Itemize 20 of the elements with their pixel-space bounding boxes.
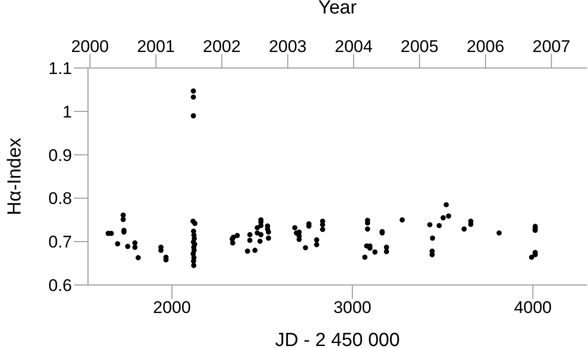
x2-tick-label: 2005	[400, 37, 438, 56]
y-tick-label: 0.7	[48, 232, 72, 252]
y-tick-label: 1	[62, 102, 72, 122]
x2-tick-label: 2002	[202, 37, 241, 56]
y-axis-title: Hα-Index	[4, 137, 26, 216]
x2-tick-label: 2003	[268, 37, 307, 56]
x2-axis-title: Year	[318, 0, 358, 18]
x-tick-label: 4000	[514, 298, 552, 318]
y-tick-label: 0.6	[48, 276, 72, 296]
x-tick-label: 3000	[333, 298, 372, 318]
y-tick-label: 0.8	[48, 189, 72, 208]
x-tick-label: 2000	[153, 298, 191, 318]
x2-tick-label: 2004	[334, 37, 373, 56]
y-tick-label: 1.1	[48, 59, 72, 78]
x2-tick-label: 2007	[532, 37, 570, 56]
y-tick-label: 0.9	[48, 146, 72, 165]
x2-tick-label: 2001	[136, 37, 175, 56]
x2-tick-label: 2000	[71, 37, 109, 56]
x-axis-title: JD - 2 450 000	[275, 330, 400, 348]
x2-tick-label: 2006	[466, 37, 504, 56]
